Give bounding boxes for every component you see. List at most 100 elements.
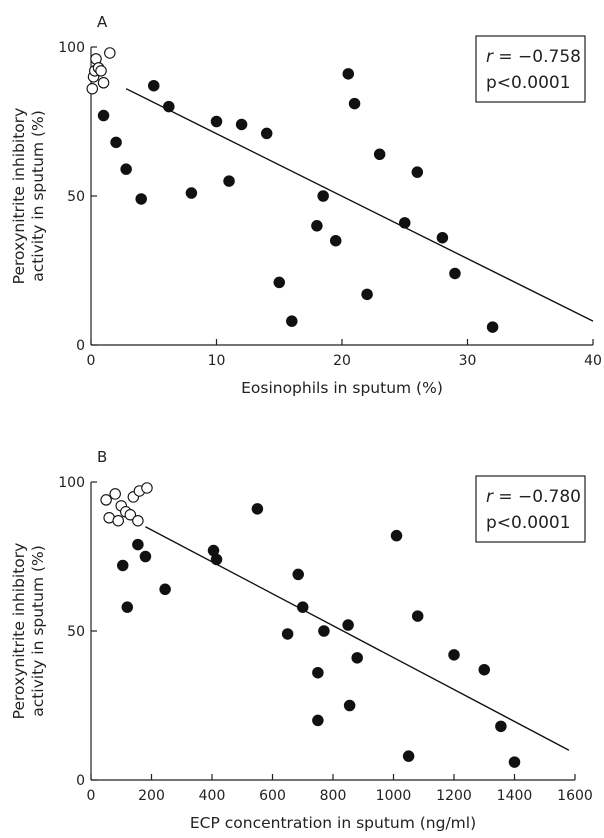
x-axis-title: ECP concentration in sputum (ng/ml) xyxy=(190,814,476,832)
data-point-filled xyxy=(281,628,294,640)
x-tick-label: 1000 xyxy=(376,788,412,804)
data-point-open xyxy=(100,494,112,506)
y-tick-label: 100 xyxy=(58,40,85,56)
data-point-filled xyxy=(329,234,342,247)
data-point-filled xyxy=(185,187,198,199)
x-tick-label: 10 xyxy=(208,353,226,369)
y-tick-label: 50 xyxy=(67,624,85,640)
data-point-filled xyxy=(348,97,361,110)
data-point-filled xyxy=(148,79,160,92)
data-point-filled xyxy=(223,175,235,187)
y-axis-title-line: activity in sputum (%) xyxy=(29,545,47,717)
stats-box xyxy=(475,35,586,103)
x-tick-label: 400 xyxy=(199,788,226,804)
data-point-filled xyxy=(478,663,490,676)
x-tick-label: 1600 xyxy=(557,788,593,804)
data-point-filled xyxy=(97,109,110,122)
y-axis-title-line: Peroxynitrite inhibitory xyxy=(10,543,28,720)
data-point-filled xyxy=(448,649,460,661)
y-tick-label: 50 xyxy=(67,189,85,205)
y-tick-label: 0 xyxy=(76,338,85,354)
data-point-filled xyxy=(159,583,171,596)
x-tick-label: 200 xyxy=(138,788,165,804)
x-tick-label: 1400 xyxy=(497,788,533,804)
data-point-filled xyxy=(260,127,273,140)
data-point-filled xyxy=(139,550,152,563)
data-point-open xyxy=(112,514,124,527)
data-point-filled xyxy=(132,538,144,551)
y-tick-label: 100 xyxy=(58,475,85,491)
data-point-filled xyxy=(436,231,449,244)
y-axis-title-line: Peroxynitrite inhibitory xyxy=(10,108,28,285)
regression-line xyxy=(145,526,570,751)
y-axis-title-line: activity in sputum (%) xyxy=(29,110,47,282)
x-tick-label: 20 xyxy=(333,353,351,369)
data-point-filled xyxy=(411,610,424,622)
data-point-filled xyxy=(210,115,223,128)
y-axis-title: Peroxynitrite inhibitory activity in sput… xyxy=(10,543,47,720)
data-point-filled xyxy=(486,321,499,333)
data-point-filled xyxy=(117,559,129,572)
data-point-filled xyxy=(120,163,132,175)
data-point-open xyxy=(132,514,144,527)
regression-line xyxy=(125,88,594,322)
x-axis-title: Eosinophils in sputum (%) xyxy=(241,379,443,397)
data-point-open xyxy=(109,488,121,500)
x-tick-label: 40 xyxy=(584,353,602,369)
data-point-filled xyxy=(342,619,354,631)
stat-r-symbol: r xyxy=(486,47,494,67)
stat-r-text: r = −0.758 xyxy=(486,47,581,67)
x-tick-label: 0 xyxy=(87,353,96,369)
data-point-filled xyxy=(312,666,324,679)
stat-r-value: = −0.758 xyxy=(493,47,581,67)
stat-r-value: = −0.780 xyxy=(493,487,581,507)
data-point-open xyxy=(97,77,110,89)
x-tick-label: 1200 xyxy=(436,788,472,804)
data-point-filled xyxy=(343,699,356,712)
data-point-filled xyxy=(449,267,461,280)
data-point-open xyxy=(141,482,153,494)
data-point-filled xyxy=(135,193,147,205)
data-point-filled xyxy=(273,276,285,289)
data-point-filled xyxy=(110,136,122,149)
data-point-filled xyxy=(312,714,324,727)
chart-panel-a: A 0 50 100 0 10 20 30 40 Eosinophils in sputum (%… xyxy=(10,13,602,397)
stat-r-symbol: r xyxy=(486,487,494,507)
panel-label: B xyxy=(97,448,107,466)
data-point-filled xyxy=(361,288,373,301)
data-point-filled xyxy=(317,190,329,202)
stat-r-text: r = −0.780 xyxy=(486,487,581,507)
data-point-filled xyxy=(296,601,309,613)
data-point-filled xyxy=(121,601,134,613)
stat-p-text: p<0.0001 xyxy=(486,73,571,93)
data-point-filled xyxy=(508,756,521,768)
data-point-filled xyxy=(402,750,415,762)
data-point-filled xyxy=(210,553,223,566)
data-point-filled xyxy=(390,529,403,542)
x-tick-label: 0 xyxy=(87,788,96,804)
data-point-open xyxy=(124,509,137,521)
data-point-open xyxy=(86,82,99,95)
data-point-filled xyxy=(292,568,304,581)
y-tick-label: 0 xyxy=(76,773,85,789)
data-point-filled xyxy=(342,68,355,80)
stats-box xyxy=(475,475,586,543)
data-point-filled xyxy=(351,652,363,664)
data-point-filled xyxy=(318,625,330,637)
x-tick-label: 30 xyxy=(459,353,477,369)
data-point-filled xyxy=(163,100,175,113)
data-point-filled xyxy=(235,118,248,131)
data-point-open xyxy=(95,65,107,77)
panel-label: A xyxy=(97,13,108,31)
stat-p-text: p<0.0001 xyxy=(486,513,571,533)
data-point-filled xyxy=(411,166,424,178)
data-point-filled xyxy=(251,503,264,515)
data-point-filled xyxy=(398,217,411,229)
data-point-filled xyxy=(286,315,298,327)
data-point-filled xyxy=(373,148,386,161)
data-point-filled xyxy=(311,220,323,232)
data-point-filled xyxy=(495,720,507,733)
x-tick-label: 800 xyxy=(320,788,347,804)
